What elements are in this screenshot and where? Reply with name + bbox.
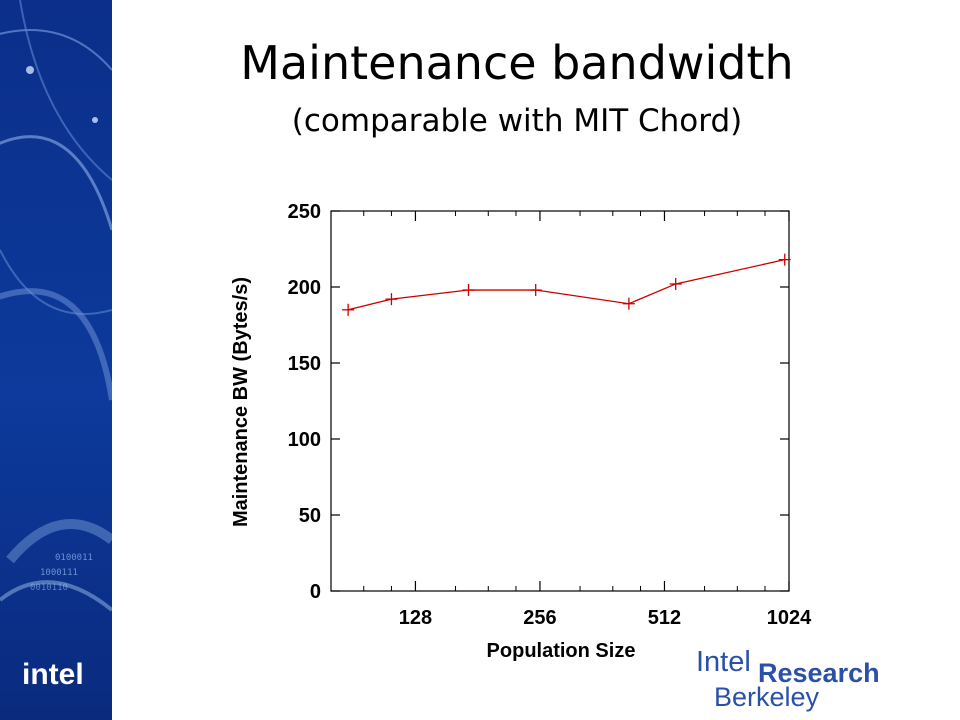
y-axis-label: Maintenance BW (Bytes/s)	[230, 277, 252, 527]
y-tick-label: 200	[288, 277, 321, 299]
sidebar-decoration: 0100011 1000111 0010110	[0, 0, 112, 720]
svg-text:1000111: 1000111	[40, 568, 78, 578]
x-tick-label: 1024	[767, 607, 812, 629]
chart: 0 50 100 150 200 250 128 256 512 1024 Population …	[220, 190, 840, 670]
x-tick-label: 256	[523, 607, 556, 629]
intel-research-berkeley-logo: Intel Research Berkeley	[696, 646, 926, 714]
intel-logo-text: intel	[22, 658, 84, 691]
y-tick-label: 250	[288, 201, 321, 223]
brand-intel-word: Intel	[696, 646, 751, 678]
data-point	[529, 284, 542, 297]
svg-text:0010110: 0010110	[30, 583, 68, 593]
plot-frame	[330, 210, 790, 592]
data-point	[462, 284, 475, 297]
data-point	[669, 277, 682, 290]
svg-text:0100011: 0100011	[55, 553, 93, 563]
x-axis-label: Population Size	[487, 640, 636, 662]
y-tick-label: 0	[310, 581, 321, 603]
brand-berkeley-word: Berkeley	[714, 682, 820, 712]
intel-logo: intel	[0, 640, 112, 710]
x-tick-label: 128	[399, 607, 432, 629]
x-tick-label: 512	[648, 607, 681, 629]
data-point	[385, 293, 398, 306]
slide-subtitle: (comparable with MIT Chord)	[291, 103, 743, 139]
y-tick-label: 100	[288, 429, 321, 451]
brand-research-word: Research	[758, 658, 880, 688]
series-line	[347, 259, 785, 311]
line-chart: 0 50 100 150 200 250 128 256 512 1024 Population …	[230, 201, 812, 662]
data-point	[778, 253, 791, 266]
slide-title: Maintenance bandwidth	[240, 36, 794, 90]
data-point	[342, 303, 355, 316]
y-tick-label: 50	[299, 505, 321, 527]
data-point	[622, 297, 635, 310]
y-tick-label: 150	[288, 353, 321, 375]
